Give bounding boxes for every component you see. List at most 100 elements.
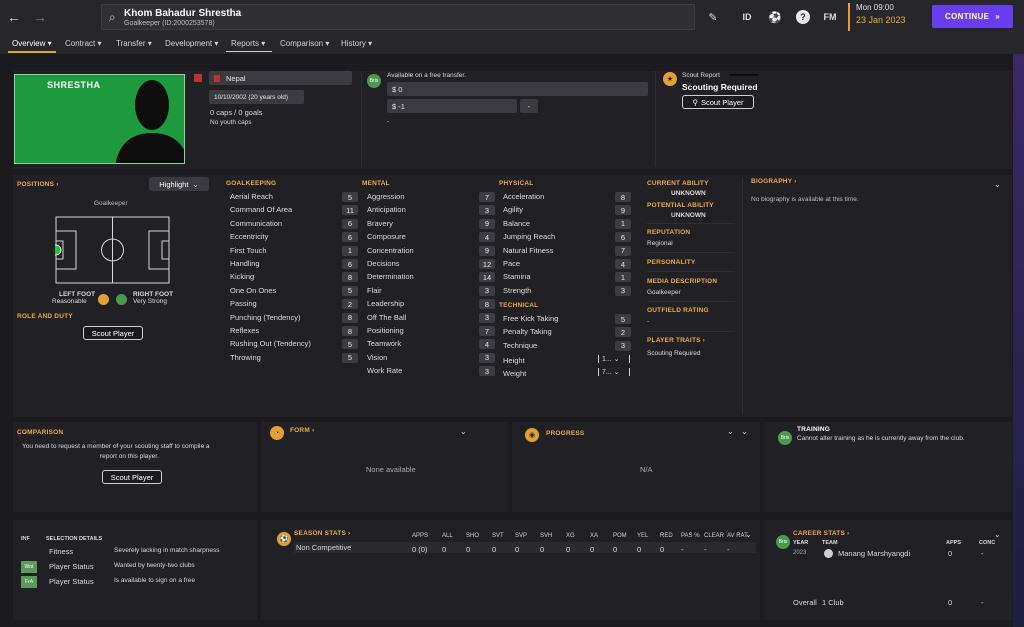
season-column-header: SVH (540, 533, 553, 539)
positions-title[interactable]: POSITIONS › (17, 181, 59, 188)
chevron-down-icon: ⌄ (192, 179, 199, 189)
attribute-name: Bravery (367, 218, 393, 228)
attribute-name: Vision (367, 352, 388, 362)
selection-value: Severely lacking in match sharpness (114, 547, 220, 554)
season-column-header: POM (613, 533, 627, 539)
career-year-header: YEAR (793, 540, 809, 546)
forward-arrow-icon[interactable]: → (33, 9, 47, 25)
tab-contract[interactable]: Contract ▾ (65, 39, 102, 48)
scout-player-button-comparison[interactable]: Scout Player (102, 470, 162, 484)
attribute-value: 3 (479, 312, 495, 323)
season-column-header: YEL (637, 533, 649, 539)
selection-details-panel (13, 520, 257, 620)
transfer-extra-text: - (387, 118, 390, 125)
season-column-value: 0 (637, 545, 642, 554)
career-apps: 0 (948, 549, 953, 558)
nation-field: Nepal (209, 71, 352, 85)
info-divider (647, 301, 735, 302)
attribute-name: Concentration (367, 245, 414, 255)
form-chevron-icon[interactable]: ⌄ (460, 427, 467, 436)
reputation-value: Regional (647, 240, 673, 247)
tab-comparison[interactable]: Comparison ▾ (280, 39, 330, 48)
attribute-value: 4 (479, 232, 495, 243)
attribute-name: Pace (503, 259, 521, 268)
globe-icon[interactable]: ⚽ (768, 11, 782, 24)
career-stats-title[interactable]: CAREER STATS › (793, 530, 850, 537)
top-bar: ← → ⌕ Khom Bahadur Shrestha Goalkeeper (… (0, 0, 1024, 34)
weight-selector[interactable]: 7... ⌄ (598, 368, 630, 376)
attribute-value: 9 (479, 245, 495, 256)
biography-title[interactable]: BIOGRAPHY › (751, 178, 797, 185)
attribute-name: Agility (503, 205, 524, 215)
attribute-name: Determination (367, 272, 414, 282)
attribute-name: Punching (Tendency) (230, 312, 301, 322)
tab-reports[interactable]: Reports ▾ (231, 39, 266, 48)
bio-divider (742, 178, 743, 414)
tab-overview[interactable]: Overview ▾ (12, 39, 52, 48)
form-title[interactable]: FORM › (290, 427, 315, 434)
attribute-name: Rushing Out (Tendency) (230, 339, 311, 349)
attribute-name: Jumping Reach (503, 232, 556, 242)
season-column-header: CLEAR (704, 533, 725, 539)
season-stats-chevron-icon[interactable]: ⌄ (745, 530, 752, 539)
attribute-name: Technique (503, 340, 538, 350)
height-selector[interactable]: 1... ⌄ (598, 355, 630, 363)
progress-chevron-icon[interactable]: ⌄ (741, 427, 748, 436)
attribute-value: 9 (615, 205, 631, 216)
attribute-name: Decisions (367, 259, 400, 268)
season-column-header: AV RAT (727, 533, 748, 539)
attribute-value: 9 (479, 218, 495, 229)
scout-player-button-role[interactable]: Scout Player (83, 326, 143, 340)
comparison-text-1: You need to request a member of your sco… (22, 443, 210, 450)
back-arrow-icon[interactable]: ← (7, 9, 21, 25)
attribute-value: 5 (342, 339, 358, 350)
season-stats-icon: ⚽ (277, 532, 291, 546)
progress-card (512, 422, 760, 512)
game-date-value: 23 Jan 2023 (856, 15, 906, 25)
season-column-value: - (704, 545, 707, 554)
double-chevron-icon: » (995, 12, 1000, 21)
highlight-dropdown[interactable]: Highlight ⌄ (149, 177, 209, 191)
tab-transfer[interactable]: Transfer ▾ (116, 39, 152, 48)
career-stats-chevron-icon[interactable]: ⌄ (994, 530, 1001, 539)
help-icon[interactable]: ? (796, 10, 810, 24)
attribute-value: 3 (479, 285, 495, 296)
search-box[interactable]: ⌕ Khom Bahadur Shrestha Goalkeeper (ID:2… (101, 4, 695, 30)
media-description-label: MEDIA DESCRIPTION (647, 278, 718, 285)
biography-chevron-icon[interactable]: ⌄ (994, 180, 1001, 189)
attribute-name: Eccentricity (230, 232, 269, 242)
role-duty-title: ROLE AND DUTY (17, 313, 73, 320)
weight-value: 7... (602, 369, 612, 376)
attribute-value: 1 (342, 245, 358, 256)
tab-history[interactable]: History ▾ (341, 39, 373, 48)
scout-report-bar (729, 74, 759, 76)
season-column-value: 0 (613, 545, 618, 554)
side-decoration (1013, 54, 1024, 627)
selection-badge: FrA (21, 576, 37, 588)
comparison-card (13, 422, 257, 512)
tab-development[interactable]: Development ▾ (165, 39, 219, 48)
header-divider (361, 71, 362, 167)
player-traits-title[interactable]: PLAYER TRAITS › (647, 337, 706, 344)
progress-dropdown-icon[interactable]: ⌄ (727, 427, 734, 436)
career-team[interactable]: Manang Marshyangdi (838, 549, 911, 558)
pitch-diagram (55, 216, 170, 284)
edit-pencil-icon[interactable]: ✎ (708, 11, 718, 24)
season-stats-title[interactable]: SEASON STATS › (294, 530, 351, 537)
continue-button[interactable]: CONTINUE » (932, 5, 1013, 28)
technical-title: TECHNICAL (499, 302, 539, 309)
fm-menu-button[interactable]: FM (823, 12, 837, 22)
attribute-value: 11 (342, 205, 358, 216)
attribute-value: 7 (615, 245, 631, 256)
career-total-clubs: 1 Club (822, 598, 844, 607)
attribute-value: 5 (342, 352, 358, 363)
training-card (764, 422, 1012, 512)
id-button[interactable]: ID (742, 12, 752, 22)
training-badge: Bris (778, 431, 792, 445)
info-divider (647, 331, 735, 332)
mental-title: MENTAL (362, 180, 390, 187)
card-name: SHRESTHA (47, 80, 101, 90)
transfer-value-field: $ 0 (387, 82, 648, 96)
attribute-name: Communication (230, 218, 283, 228)
scout-player-button-header[interactable]: ⚲ Scout Player (682, 95, 754, 109)
